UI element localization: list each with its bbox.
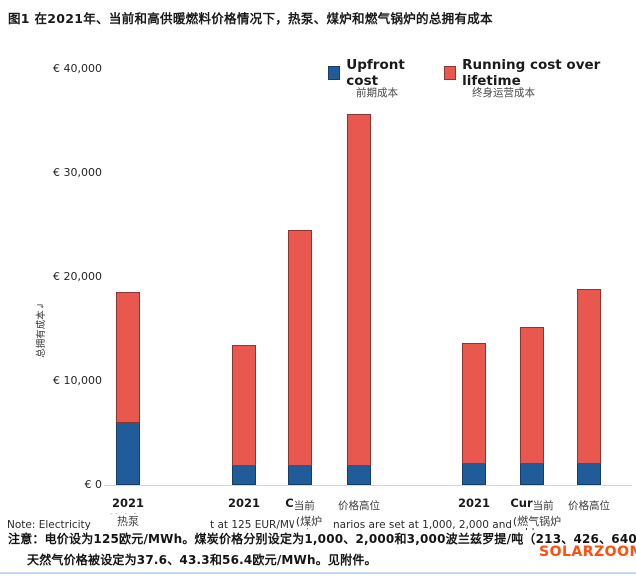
stacked-bar-7 — [577, 289, 601, 485]
y-axis-tick-label: € 20,000 — [53, 270, 102, 283]
figure-title: 图1 在2021年、当前和高供暖燃料价格情况下，热泵、煤炉和燃气锅炉的总拥有成本 — [8, 11, 493, 26]
upfront-cost-segment — [347, 466, 371, 485]
english-label-remnant: ( — [512, 515, 518, 528]
stacked-bar-5 — [462, 343, 486, 485]
running-cost-segment — [288, 230, 312, 466]
upfront-cost-segment — [116, 423, 140, 485]
scenario-label-zh: 价格高位 — [568, 500, 610, 512]
upfront-cost-segment — [232, 466, 256, 485]
scenario-label-zh: 当前 — [293, 500, 315, 512]
legend-swatch-upfront-icon — [328, 66, 341, 80]
running-cost-segment — [116, 292, 140, 423]
x-axis-scenario-label: 2021 — [227, 496, 260, 510]
fuel-group-label-text: 热泵 — [115, 515, 141, 528]
fuel-group-label-text: (煤炉 — [293, 515, 325, 528]
stacked-bar-6 — [520, 327, 544, 485]
running-cost-segment — [462, 343, 486, 464]
covered-english-note-fragment: narios are set at 1,000, 2,000 and — [333, 519, 513, 531]
upfront-cost-segment — [462, 464, 486, 485]
fuel-group-label: 热泵 — [68, 513, 188, 529]
stacked-bar-4 — [347, 114, 371, 485]
covered-english-note-fragment: Note: Electricity — [7, 519, 91, 531]
running-cost-segment — [520, 327, 544, 464]
english-label-remnant: Cur — [510, 496, 533, 510]
watermark: SOLARZOOM — [539, 544, 636, 560]
note-line-2: 天然气价格被设定为37.6、43.3和56.4欧元/MWh。见附件。 — [27, 553, 377, 567]
x-axis-scenario-label: Cur当前 — [484, 496, 580, 513]
running-cost-segment — [347, 114, 371, 466]
scenario-label-zh: 当前 — [532, 500, 554, 512]
fuel-group-label-text: (燃气锅炉 — [510, 515, 564, 528]
scenario-label-zh: 价格高位 — [338, 500, 380, 512]
running-cost-segment — [232, 345, 256, 466]
upfront-cost-segment — [288, 466, 312, 485]
legend-zh-upfront: 前期成本 — [356, 85, 398, 100]
x-axis-scenario-label: 2021 — [457, 496, 490, 510]
note-line-1: 注意：电价设为125欧元/MWh。煤炭价格分别设定为1,000、2,000和3,… — [8, 532, 636, 546]
y-axis-title: 总拥有成本↲ — [36, 302, 47, 358]
legend-swatch-running-icon — [443, 66, 457, 80]
running-cost-segment — [577, 289, 601, 464]
y-axis-tick-label: € 30,000 — [53, 166, 102, 179]
covered-english-note-fragment: t at 125 EUR/MWh, C — [210, 519, 320, 531]
x-axis-scenario-label: 2021 — [111, 496, 144, 510]
x-axis-scenario-label: 价格高位 — [541, 496, 636, 513]
stacked-bar-1 — [116, 292, 140, 485]
y-axis-tick-label: € 40,000 — [53, 62, 102, 75]
upfront-cost-segment — [520, 464, 544, 485]
english-label-remnant: ( — [295, 515, 301, 528]
english-label-remnant: C — [285, 496, 294, 510]
y-axis-tick-label: € 10,000 — [53, 374, 102, 387]
x-axis-line — [104, 485, 632, 486]
fuel-group-label: (燃气锅炉 — [477, 513, 597, 529]
covered-text-remnant: -- - - — [110, 509, 139, 518]
stacked-bar-2 — [232, 345, 256, 485]
x-axis-scenario-label: 价格高位 — [311, 496, 407, 513]
y-axis-tick-label: € 0 — [84, 478, 103, 491]
stacked-bar-3 — [288, 230, 312, 485]
legend-zh-running: 终身运营成本 — [472, 85, 535, 100]
bottom-divider — [0, 572, 636, 574]
x-axis-scenario-label: C当前 — [252, 496, 348, 513]
upfront-cost-segment — [577, 464, 601, 485]
fuel-group-label: (煤炉 — [249, 513, 369, 529]
